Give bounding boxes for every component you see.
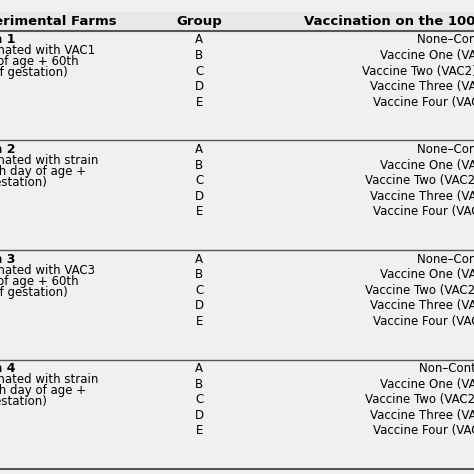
Text: D: D <box>194 80 204 93</box>
Text: A: A <box>195 34 203 46</box>
Text: Non–Control gr: Non–Control gr <box>419 362 474 375</box>
Text: Vaccine Three (VAC3)-s: Vaccine Three (VAC3)-s <box>370 80 474 93</box>
Text: day of gestation): day of gestation) <box>0 66 68 79</box>
Text: vaccinated with VAC1: vaccinated with VAC1 <box>0 45 95 57</box>
Text: None–Control g: None–Control g <box>417 34 474 46</box>
Text: D: D <box>194 409 204 422</box>
Text: Vaccine Four (VAC4)-st: Vaccine Four (VAC4)-st <box>374 315 474 328</box>
Text: Vaccine Three (VAC3)-s: Vaccine Three (VAC3)-s <box>370 190 474 203</box>
Text: E: E <box>195 315 203 328</box>
Text: Vaccine Three (VAC3)-s: Vaccine Three (VAC3)-s <box>370 299 474 312</box>
Text: (day of age + 60th: (day of age + 60th <box>0 274 78 288</box>
Text: C: C <box>195 393 203 406</box>
Text: vaccinated with VAC3: vaccinated with VAC3 <box>0 264 95 277</box>
Text: Vaccine One (VAC1)-s: Vaccine One (VAC1)-s <box>380 268 474 281</box>
Text: C: C <box>195 174 203 187</box>
Text: Vaccine Four (VAC4)-st: Vaccine Four (VAC4)-st <box>374 96 474 109</box>
Text: A: A <box>195 253 203 265</box>
Text: Farm 4: Farm 4 <box>0 362 15 375</box>
Text: day of gestation): day of gestation) <box>0 285 68 299</box>
Text: A: A <box>195 143 203 156</box>
Bar <box>0 12 474 31</box>
Text: Vaccine Two (VAC2)-stra: Vaccine Two (VAC2)-stra <box>365 393 474 406</box>
Text: C: C <box>195 284 203 297</box>
Text: E: E <box>195 205 203 218</box>
Text: (day of age + 60th: (day of age + 60th <box>0 55 78 68</box>
Text: (of gestation): (of gestation) <box>0 176 47 189</box>
Text: E: E <box>195 96 203 109</box>
Text: Experimental Farms: Experimental Farms <box>0 15 117 28</box>
Text: Vaccine One (VAC1)-s: Vaccine One (VAC1)-s <box>380 49 474 62</box>
Text: (210th day of age +: (210th day of age + <box>0 165 86 178</box>
Text: (210th day of age +: (210th day of age + <box>0 384 86 397</box>
Text: E: E <box>195 424 203 438</box>
Text: B: B <box>195 49 203 62</box>
Text: Vaccine One (VAC1)-s: Vaccine One (VAC1)-s <box>380 159 474 172</box>
Text: None–Control g: None–Control g <box>417 143 474 156</box>
Text: Farm 3: Farm 3 <box>0 253 15 265</box>
Text: vaccinated with strain: vaccinated with strain <box>0 373 98 386</box>
Text: Vaccination on the 100th D: Vaccination on the 100th D <box>304 15 474 28</box>
Text: Vaccine Two (VAC2)-stra: Vaccine Two (VAC2)-stra <box>365 284 474 297</box>
Text: None–Control g: None–Control g <box>417 253 474 265</box>
Text: Vaccine Four (VAC4)-st: Vaccine Four (VAC4)-st <box>374 205 474 218</box>
Text: Vaccine Three (VAC3)-s: Vaccine Three (VAC3)-s <box>370 409 474 422</box>
Text: Vaccine Two (VAC2)-strai: Vaccine Two (VAC2)-strai <box>362 64 474 78</box>
Text: B: B <box>195 378 203 391</box>
Text: D: D <box>194 299 204 312</box>
Text: Vaccine One (VAC1)-s: Vaccine One (VAC1)-s <box>380 378 474 391</box>
Text: (of gestation): (of gestation) <box>0 395 47 408</box>
Text: vaccinated with strain: vaccinated with strain <box>0 154 98 167</box>
Text: D: D <box>194 190 204 203</box>
Text: Vaccine Four (VAC4)-st: Vaccine Four (VAC4)-st <box>374 424 474 438</box>
Text: Farm 2: Farm 2 <box>0 143 15 156</box>
Text: A: A <box>195 362 203 375</box>
Text: C: C <box>195 64 203 78</box>
Text: Vaccine Two (VAC2)-stra: Vaccine Two (VAC2)-stra <box>365 174 474 187</box>
Text: Group: Group <box>176 15 222 28</box>
Text: B: B <box>195 268 203 281</box>
Text: Farm 1: Farm 1 <box>0 34 15 46</box>
Text: B: B <box>195 159 203 172</box>
